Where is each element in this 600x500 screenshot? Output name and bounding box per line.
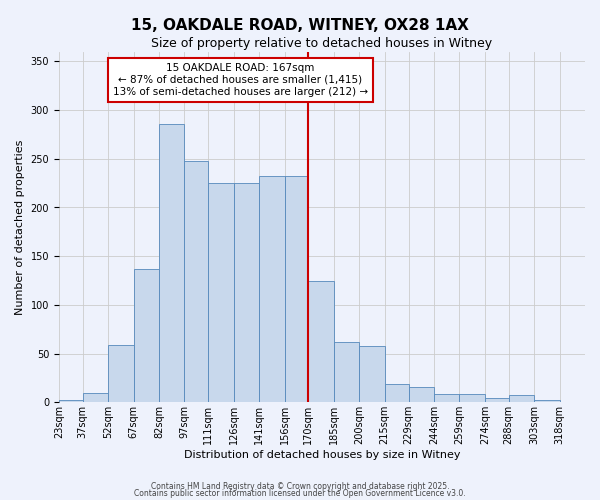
Text: Contains public sector information licensed under the Open Government Licence v3: Contains public sector information licen… — [134, 489, 466, 498]
Bar — [308, 280, 334, 402]
Bar — [159, 124, 184, 402]
Bar — [334, 342, 359, 402]
Bar — [534, 400, 560, 402]
Bar — [259, 176, 284, 402]
Text: Contains HM Land Registry data © Crown copyright and database right 2025.: Contains HM Land Registry data © Crown c… — [151, 482, 449, 491]
Bar — [434, 394, 460, 402]
Bar — [184, 161, 208, 402]
Text: 15, OAKDALE ROAD, WITNEY, OX28 1AX: 15, OAKDALE ROAD, WITNEY, OX28 1AX — [131, 18, 469, 32]
Y-axis label: Number of detached properties: Number of detached properties — [15, 140, 25, 314]
Bar — [83, 392, 108, 402]
Bar — [134, 269, 159, 402]
Bar — [385, 384, 409, 402]
Bar — [460, 394, 485, 402]
Bar — [359, 346, 385, 403]
Bar — [509, 396, 534, 402]
Title: Size of property relative to detached houses in Witney: Size of property relative to detached ho… — [151, 38, 493, 51]
Bar — [59, 400, 83, 402]
Bar — [108, 345, 134, 403]
Bar — [208, 183, 234, 402]
Bar — [234, 183, 259, 402]
Bar — [409, 386, 434, 402]
Bar — [485, 398, 509, 402]
Bar — [284, 176, 308, 402]
Text: 15 OAKDALE ROAD: 167sqm
← 87% of detached houses are smaller (1,415)
13% of semi: 15 OAKDALE ROAD: 167sqm ← 87% of detache… — [113, 64, 368, 96]
X-axis label: Distribution of detached houses by size in Witney: Distribution of detached houses by size … — [184, 450, 460, 460]
